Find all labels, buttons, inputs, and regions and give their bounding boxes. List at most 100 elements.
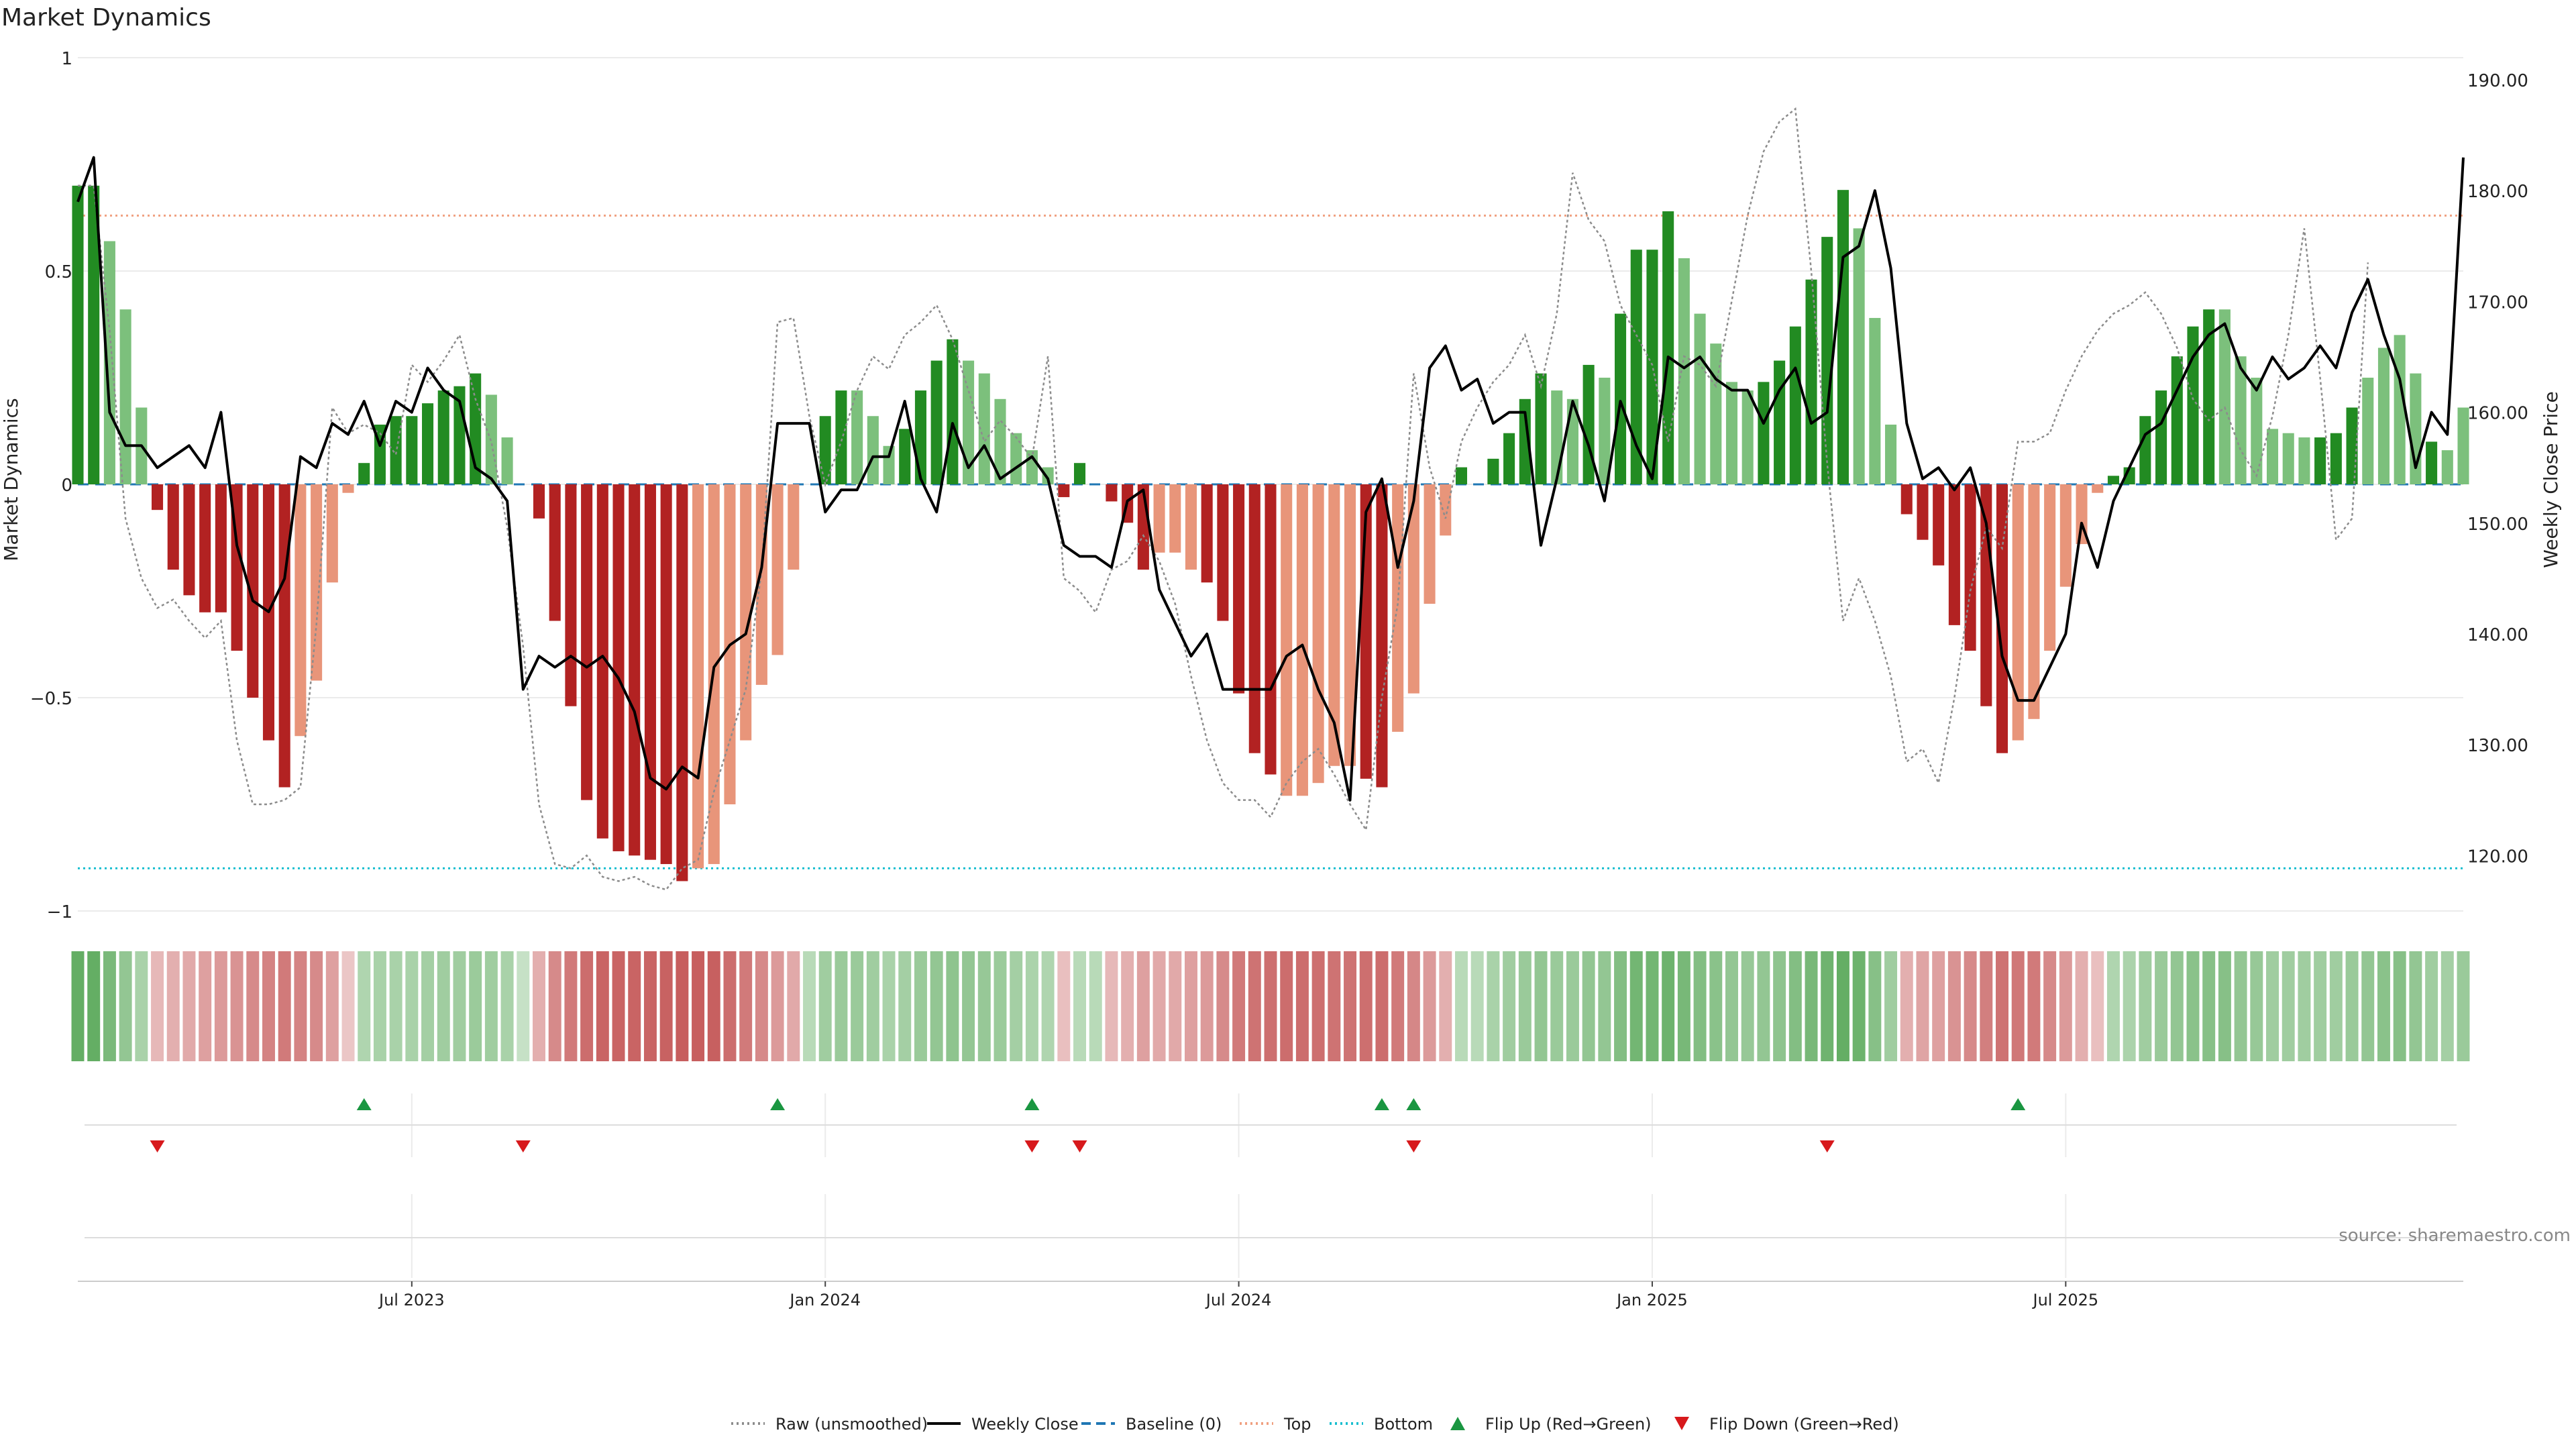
heat-cell	[1677, 951, 1690, 1061]
left-tick-label: −1	[47, 902, 72, 922]
heat-cell	[1328, 951, 1341, 1061]
heat-cell	[1582, 951, 1595, 1061]
x-tick-label: Jul 2024	[1205, 1291, 1272, 1309]
heat-cell	[755, 951, 768, 1061]
dynamics-bar	[1996, 484, 2008, 753]
dynamics-bar	[326, 484, 338, 583]
dynamics-bar	[2044, 484, 2056, 651]
heat-cell	[1025, 951, 1038, 1061]
dynamics-bar	[1774, 360, 1786, 484]
chart-legend: Raw (unsmoothed) Weekly Close Baseline (0)…	[731, 1415, 1899, 1434]
legend-item: Baseline (0)	[1081, 1415, 1222, 1434]
heat-cell	[310, 951, 323, 1061]
left-y-axis: 1 0.5 0 −0.5 −1	[30, 49, 72, 922]
heat-cell	[2075, 951, 2088, 1061]
x-tick-label: Jul 2025	[2031, 1291, 2098, 1309]
heat-cell	[151, 951, 164, 1061]
dynamics-bar	[1265, 484, 1277, 775]
dynamics-bar	[1869, 317, 1881, 484]
heat-cell	[1359, 951, 1373, 1061]
heat-cell	[2266, 951, 2279, 1061]
heat-cell	[1757, 951, 1770, 1061]
dynamics-bar	[1853, 228, 1865, 484]
heat-cell	[1932, 951, 1945, 1061]
dynamics-bar	[1042, 467, 1054, 484]
heat-cell	[2155, 951, 2168, 1061]
dynamics-bar	[2218, 309, 2231, 484]
dynamics-bar	[788, 484, 800, 570]
dynamics-bar	[1805, 279, 1817, 484]
heat-cell	[628, 951, 641, 1061]
dynamics-bar	[278, 484, 290, 788]
heat-cell	[866, 951, 879, 1061]
flip-down-marker	[1406, 1140, 1421, 1152]
right-tick-label: 120.00	[2467, 847, 2528, 867]
heat-cell	[1216, 951, 1230, 1061]
dynamics-bar	[771, 484, 784, 655]
heat-cell	[1264, 951, 1277, 1061]
heat-cell	[1089, 951, 1102, 1061]
heat-cell	[1057, 951, 1071, 1061]
heat-cell	[1295, 951, 1309, 1061]
heat-cell	[1439, 951, 1452, 1061]
heat-cell	[914, 951, 927, 1061]
heat-cell	[771, 951, 784, 1061]
legend-label: Raw (unsmoothed)	[775, 1415, 928, 1434]
heat-cell	[2059, 951, 2072, 1061]
dynamics-bar	[437, 390, 449, 484]
heat-cell	[2170, 951, 2184, 1061]
heat-cell	[1884, 951, 1898, 1061]
flip-marker-panel	[85, 1093, 2457, 1157]
heat-cell	[119, 951, 132, 1061]
dynamics-bar	[390, 416, 402, 484]
dynamics-bar	[1344, 484, 1356, 766]
heat-cell	[2091, 951, 2104, 1061]
dynamics-bar	[1106, 484, 1118, 502]
heat-cell	[1375, 951, 1389, 1061]
dynamics-bar	[1281, 484, 1293, 796]
heat-cell	[1868, 951, 1882, 1061]
right-tick-label: 140.00	[2467, 625, 2528, 645]
heat-cell	[2409, 951, 2422, 1061]
heat-cell	[1232, 951, 1246, 1061]
heat-cell	[1614, 951, 1627, 1061]
dynamics-bar	[1964, 484, 1976, 651]
flip-down-marker	[1072, 1140, 1087, 1152]
dynamics-bar	[947, 339, 959, 484]
flip-down-marker	[1024, 1140, 1040, 1152]
dynamics-bar	[1678, 258, 1690, 484]
heat-cell	[214, 951, 227, 1061]
dynamics-bar	[294, 484, 307, 737]
dynamics-bar	[1058, 484, 1070, 498]
regime-heat-strip	[71, 951, 2470, 1061]
dynamics-bar	[2362, 378, 2374, 484]
dynamics-bars	[72, 185, 2469, 881]
heat-cell	[278, 951, 291, 1061]
dynamics-bar	[1296, 484, 1308, 796]
dynamics-bar	[851, 390, 863, 484]
left-tick-label: 0.5	[45, 262, 72, 282]
dynamics-bar	[2282, 433, 2294, 484]
right-y-axis: 190.00 180.00 170.00 160.00 150.00 140.00 130.…	[2467, 71, 2528, 867]
heat-cell	[882, 951, 896, 1061]
heat-cell	[469, 951, 482, 1061]
legend-label: Weekly Close	[971, 1415, 1079, 1434]
left-axis-label: Market Dynamics	[0, 398, 22, 561]
heat-cell	[2202, 951, 2216, 1061]
heat-cell	[1311, 951, 1325, 1061]
heat-cell	[2186, 951, 2200, 1061]
dynamics-bar	[2235, 356, 2247, 484]
legend-item: Raw (unsmoothed)	[731, 1415, 928, 1434]
dynamics-bar	[2092, 484, 2104, 493]
dynamics-bar	[1599, 378, 1611, 484]
heat-cell	[2250, 951, 2263, 1061]
heat-cell	[707, 951, 720, 1061]
heat-cell	[1996, 951, 2008, 1061]
heat-cell	[1725, 951, 1738, 1061]
heat-cell	[818, 951, 832, 1061]
dynamics-bar	[1948, 484, 1960, 625]
dynamics-bar	[1487, 458, 1499, 484]
legend-label: Bottom	[1374, 1415, 1433, 1434]
heat-cell	[325, 951, 339, 1061]
